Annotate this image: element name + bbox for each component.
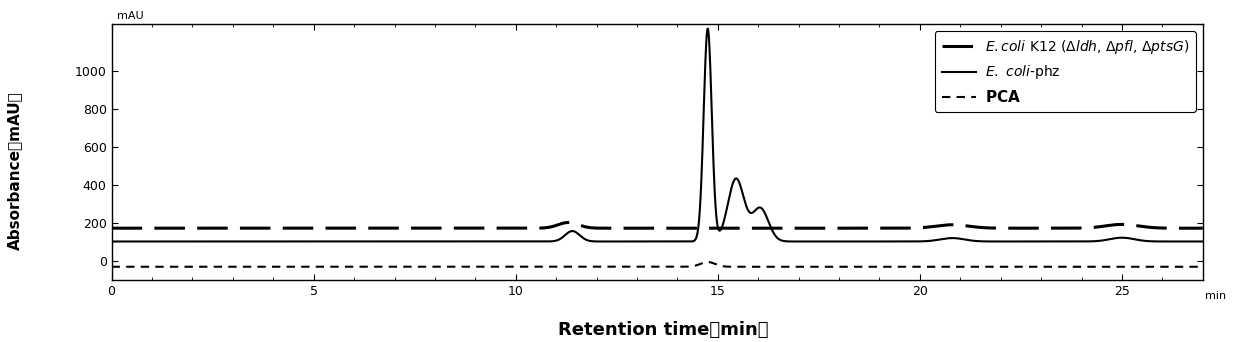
Text: Retention time（min）: Retention time（min） (558, 320, 769, 339)
Legend: $\it{E.coli}$ K12 ($\Delta\it{ldh}$, $\Delta\it{pfl}$, $\Delta\it{ptsG}$), $\it{: $\it{E.coli}$ K12 ($\Delta\it{ldh}$, $\D… (935, 31, 1195, 112)
Text: min: min (1205, 291, 1226, 301)
Text: Absorbance（mAU）: Absorbance（mAU） (7, 92, 22, 250)
Text: mAU: mAU (117, 11, 144, 21)
